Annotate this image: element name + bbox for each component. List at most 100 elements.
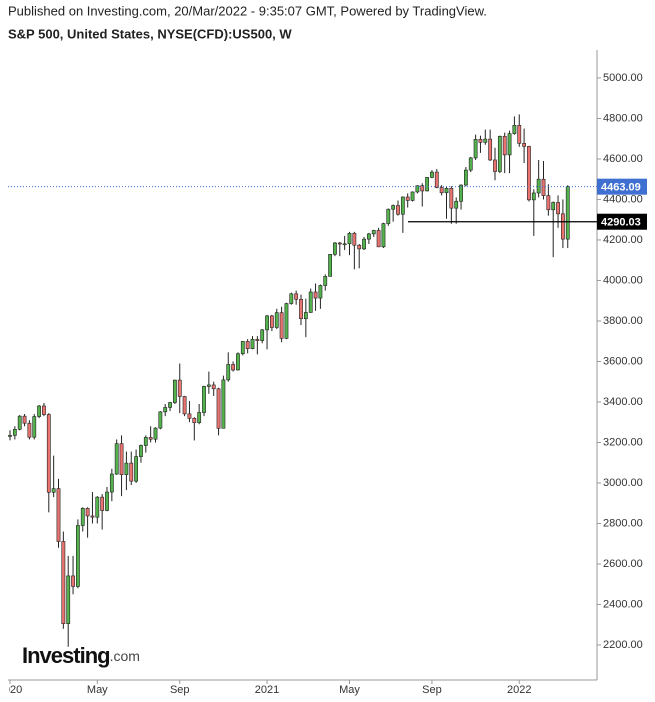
y-tick-label: 3600.00	[603, 355, 643, 367]
y-tick-label: 2400.00	[603, 598, 643, 610]
candle-body	[124, 462, 129, 475]
candle-body	[376, 230, 381, 248]
candle-body	[12, 428, 17, 436]
candle-body	[313, 291, 318, 299]
candle-body	[76, 525, 80, 587]
candle-body	[216, 388, 221, 429]
candle-body	[299, 298, 303, 320]
candle-body	[337, 242, 342, 245]
candle-body	[90, 515, 95, 518]
candle-body	[245, 341, 250, 349]
candle-body	[556, 202, 560, 215]
candle-body	[129, 462, 134, 482]
candle-body	[483, 138, 488, 143]
x-tick-label: 2022	[507, 684, 531, 696]
y-tick-label: 3000.00	[603, 477, 643, 489]
y-tick-label: 4800.00	[603, 112, 643, 124]
candle-body	[250, 339, 255, 349]
candle-body	[279, 312, 284, 339]
candle-body	[206, 384, 211, 387]
candle-body	[265, 315, 269, 331]
candle-body	[202, 386, 206, 413]
candle-body	[381, 223, 386, 248]
candle-body	[46, 414, 51, 493]
candle-body	[565, 186, 570, 240]
candle-body	[168, 402, 172, 408]
candle-body	[493, 159, 497, 172]
candle-body	[303, 312, 308, 320]
candle-body	[100, 496, 105, 511]
candle-body	[342, 243, 347, 246]
candle-body	[362, 238, 366, 250]
candle-body	[274, 312, 279, 328]
logo-name: Investing	[22, 643, 110, 668]
candle-body	[463, 169, 468, 186]
candle-body	[323, 276, 328, 286]
candle-body	[415, 185, 420, 193]
candle-body	[449, 188, 454, 209]
candle-body	[294, 293, 299, 300]
candle-body	[51, 488, 56, 493]
candle-body	[56, 488, 61, 542]
candle-body	[328, 254, 333, 277]
candle-body	[148, 437, 153, 440]
candle-body	[405, 196, 410, 201]
candle-body	[139, 445, 143, 457]
candle-body	[454, 200, 459, 209]
candle-body	[347, 232, 352, 245]
candle-body	[71, 575, 75, 587]
candle-body	[371, 230, 376, 235]
candle-body	[517, 125, 522, 144]
candle-body	[420, 185, 425, 192]
candle-body	[502, 135, 507, 156]
candle-body	[352, 232, 357, 246]
y-tick-label: 2800.00	[603, 517, 643, 529]
y-tick-label: 4400.00	[603, 193, 643, 205]
candle-body	[536, 178, 541, 194]
candle-body	[430, 171, 434, 178]
y-tick-label: 2600.00	[603, 558, 643, 570]
y-tick-label: 3400.00	[603, 396, 643, 408]
candle-body	[497, 135, 502, 172]
candle-body	[95, 496, 100, 518]
candle-body	[236, 353, 240, 371]
level-label-box	[597, 213, 647, 230]
candle-body	[42, 405, 46, 415]
candle-body	[473, 139, 478, 159]
candle-body	[391, 205, 396, 210]
candle-body	[177, 379, 182, 397]
level-label: 4290.03	[601, 217, 641, 229]
candle-body	[173, 379, 177, 403]
candle-body	[17, 415, 22, 430]
candle-body	[269, 315, 274, 328]
candle-body	[507, 133, 512, 156]
candle-body	[459, 184, 463, 202]
candle-body	[114, 443, 119, 475]
logo: Investing.com	[22, 643, 140, 668]
x-tick-label: 2020	[0, 684, 22, 696]
candle-body	[400, 196, 405, 215]
candle-body	[231, 364, 236, 371]
y-tick-label: 4000.00	[603, 274, 643, 286]
y-tick-label: 2200.00	[603, 639, 643, 651]
candle-body	[109, 473, 114, 493]
candle-body	[439, 187, 444, 194]
candle-body	[512, 125, 517, 134]
logo-suffix: .com	[110, 648, 140, 664]
y-tick-label: 3200.00	[603, 436, 643, 448]
candle-body	[211, 384, 216, 390]
candle-body	[226, 364, 231, 381]
candle-body	[410, 191, 415, 201]
candle-body	[27, 422, 32, 438]
last-price-label: 4463.09	[601, 182, 641, 194]
candle-body	[284, 303, 289, 339]
candle-body	[531, 192, 536, 201]
candle-body	[153, 427, 158, 440]
candle-body	[163, 407, 168, 413]
candle-body	[308, 291, 313, 313]
candle-body	[182, 396, 187, 415]
candle-body	[522, 143, 527, 147]
candle-body	[22, 415, 27, 424]
x-tick-label: Sep	[170, 684, 190, 696]
